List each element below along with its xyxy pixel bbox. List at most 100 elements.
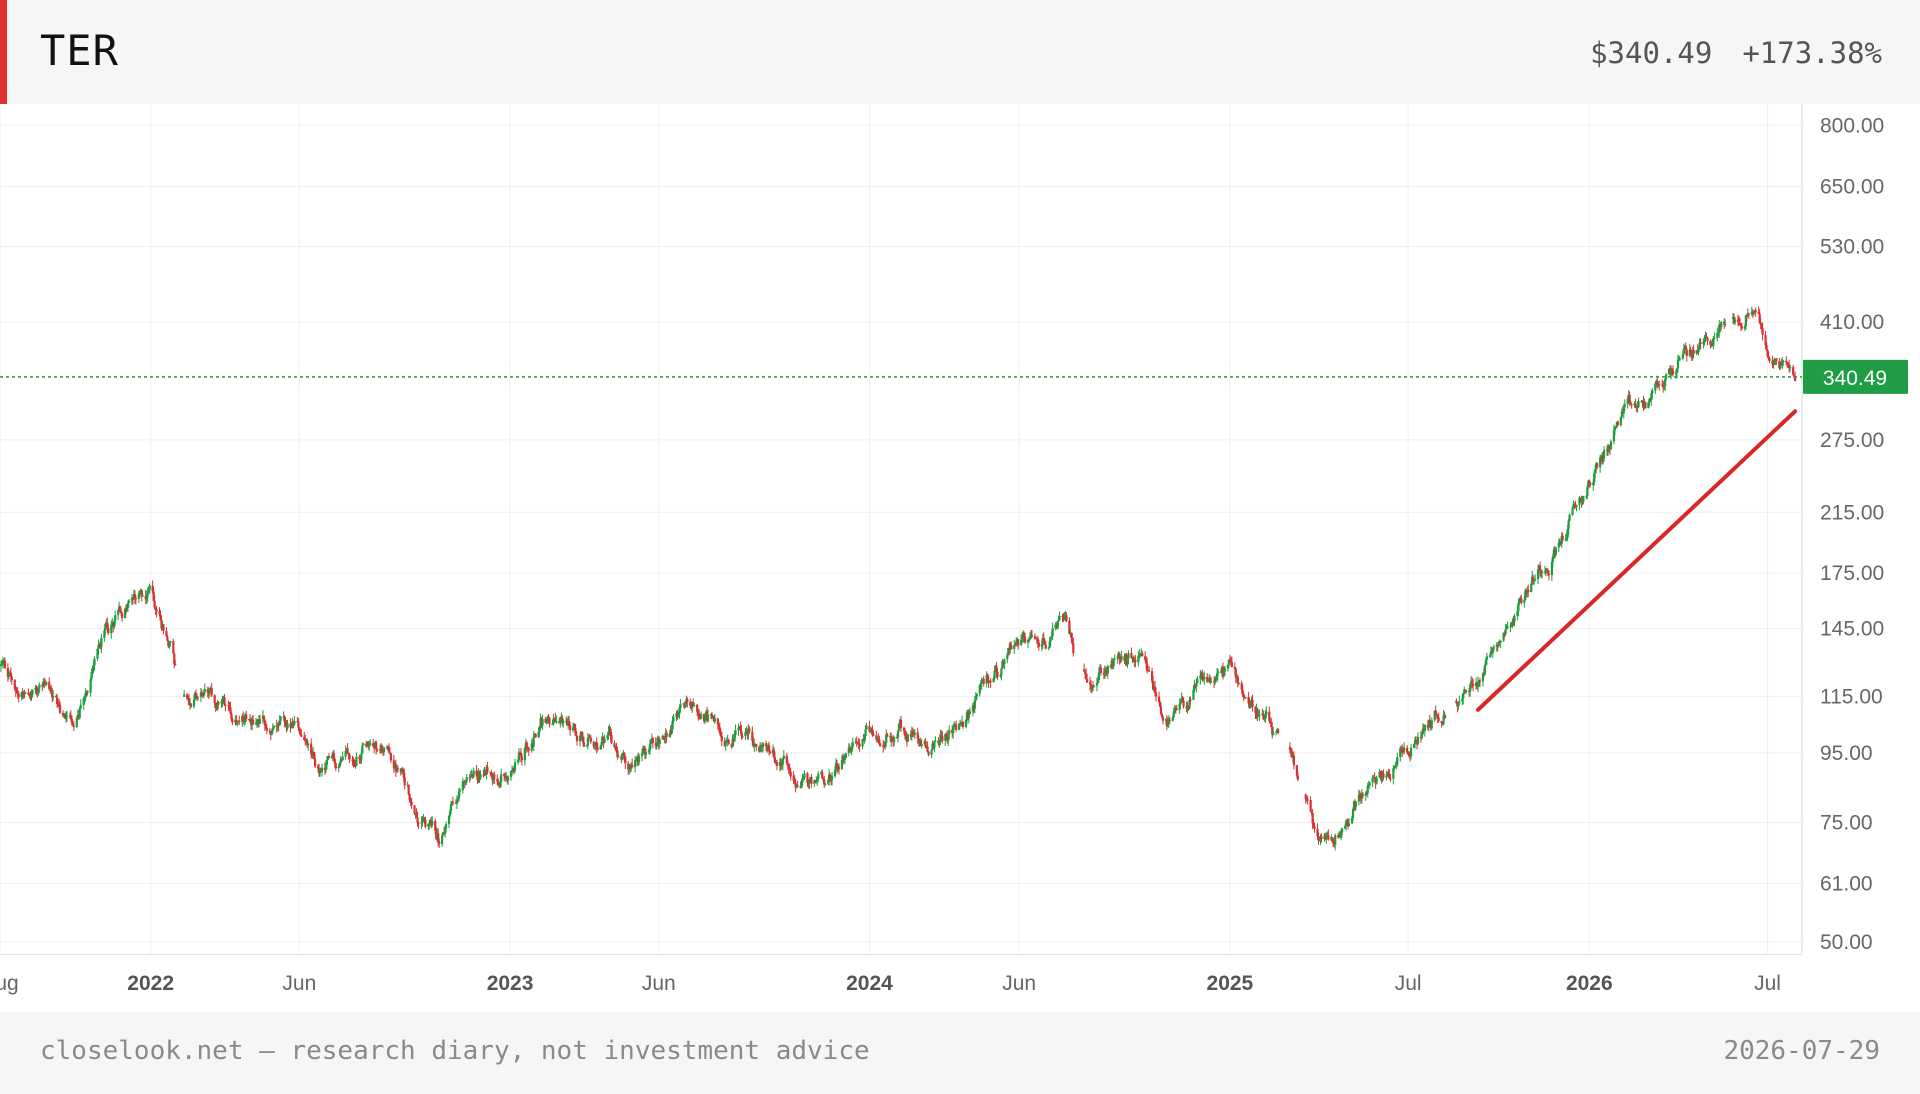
candle-body: [1636, 407, 1639, 409]
candle: [490, 769, 493, 777]
candle: [172, 638, 175, 654]
candle-body: [196, 696, 200, 698]
candle-body: [72, 725, 75, 727]
candle-body: [857, 743, 860, 745]
candle-body: [15, 691, 18, 693]
candle-body: [1596, 463, 1599, 468]
candle: [1049, 636, 1052, 648]
candle: [509, 770, 513, 781]
candle-body: [333, 759, 336, 764]
candle-body: [684, 703, 687, 708]
candle-body: [1488, 655, 1491, 657]
candle: [1476, 676, 1480, 693]
candle-body: [616, 750, 619, 758]
candle: [300, 729, 303, 738]
candle-body: [782, 755, 785, 759]
candle-body: [1609, 441, 1613, 450]
candle-body: [369, 743, 372, 746]
candle-body: [141, 595, 144, 597]
y-tick-label: 215.00: [1820, 501, 1884, 524]
candle: [718, 722, 721, 735]
candle-body: [396, 768, 399, 770]
candle-body: [1718, 324, 1721, 333]
candle: [155, 605, 158, 618]
candle: [1718, 320, 1721, 338]
candle-body: [634, 760, 637, 768]
candle-body: [603, 738, 606, 743]
candle-body: [314, 759, 317, 767]
candle: [307, 742, 310, 751]
candle-body: [623, 752, 626, 757]
candle: [1630, 403, 1633, 409]
candle-body: [1221, 666, 1225, 674]
candle: [245, 710, 248, 722]
candle: [1086, 673, 1089, 683]
candle-body: [450, 801, 454, 805]
candle-body: [1713, 338, 1716, 340]
candle-body: [1420, 733, 1424, 738]
candle-body: [231, 719, 234, 723]
candle: [779, 758, 782, 771]
candle-body: [1654, 383, 1657, 391]
candle: [595, 737, 598, 754]
candle: [7, 672, 10, 680]
candle-body: [339, 759, 342, 764]
candle: [634, 756, 637, 773]
candle: [1141, 650, 1144, 657]
candle: [500, 768, 503, 788]
candle-body: [844, 753, 847, 759]
candle-body: [840, 759, 844, 769]
candle-body: [926, 746, 929, 752]
candle: [986, 673, 989, 682]
candlestick-chart[interactable]: 340.49 800.00 650.00 530.00 410.00 275.00 215…: [0, 104, 1920, 1012]
candle: [1506, 621, 1509, 630]
candle-body: [152, 591, 155, 601]
candle-body: [548, 717, 551, 725]
candle-body: [713, 718, 716, 722]
candle-body: [9, 672, 12, 677]
candle: [339, 756, 342, 767]
candle-body: [1295, 765, 1298, 776]
candle: [159, 610, 162, 621]
candle-body: [808, 779, 811, 784]
candle: [153, 594, 156, 610]
candle-body: [1373, 776, 1376, 779]
y-tick-label: 175.00: [1820, 562, 1884, 585]
candle-body: [16, 692, 19, 695]
candle-body: [1137, 656, 1140, 663]
candle-body: [1622, 407, 1625, 414]
candle-body: [1537, 569, 1540, 580]
candle: [1530, 582, 1533, 593]
candle-body: [238, 721, 241, 723]
candle-body: [1513, 616, 1516, 623]
candle-body: [871, 729, 874, 734]
candle-body: [1089, 684, 1093, 689]
candle: [872, 730, 875, 736]
candle-body: [299, 730, 302, 735]
candle-body: [821, 772, 824, 779]
candle-body: [324, 764, 328, 770]
candle-body: [300, 734, 303, 737]
candle-body: [1409, 747, 1413, 757]
candle-body: [703, 716, 707, 722]
candle: [589, 735, 592, 745]
candle-body: [948, 729, 951, 735]
candle: [1056, 620, 1059, 630]
candle-body: [640, 753, 644, 756]
candle: [1691, 346, 1694, 361]
candle-body: [698, 715, 701, 718]
candle-body: [1006, 654, 1009, 660]
candle: [1341, 827, 1344, 836]
candle-body: [814, 780, 817, 783]
candle-body: [527, 748, 530, 751]
candle-body: [172, 641, 175, 654]
candle: [552, 713, 555, 726]
candle-body: [1310, 811, 1313, 813]
candle-body: [979, 683, 982, 686]
candle-body: [456, 798, 459, 801]
candle-body: [595, 742, 598, 748]
candle-body: [286, 723, 289, 729]
candle-body: [64, 717, 68, 719]
candle: [941, 731, 944, 744]
candle: [442, 831, 445, 836]
